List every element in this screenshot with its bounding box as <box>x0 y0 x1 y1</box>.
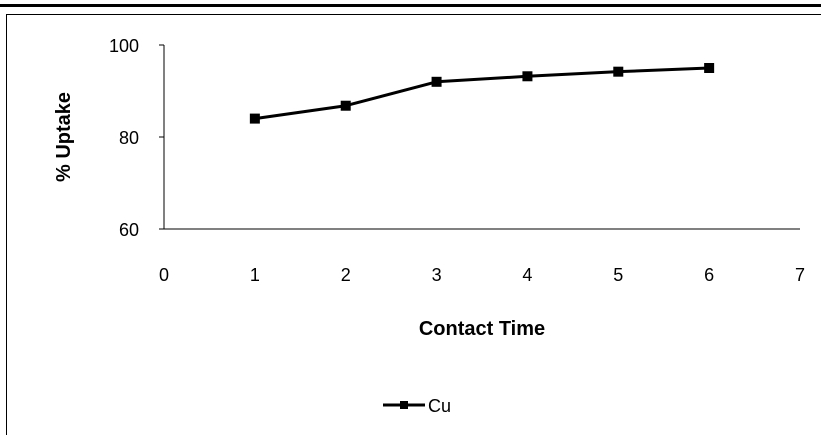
x-tick-label: 1 <box>250 265 260 285</box>
y-tick-labels: 60 80 100 <box>109 36 164 240</box>
data-point <box>522 71 533 82</box>
chart-frame-left <box>6 14 7 435</box>
x-tick-label: 2 <box>341 265 351 285</box>
series-line-cu <box>254 66 710 121</box>
y-tick-label: 100 <box>109 36 139 56</box>
legend-series-marker <box>400 401 408 409</box>
x-axis-label: Contact Time <box>419 318 545 340</box>
x-tick-label: 0 <box>159 265 169 285</box>
data-point <box>613 66 624 77</box>
x-tick-label: 5 <box>613 265 623 285</box>
x-tick-label: 3 <box>432 265 442 285</box>
x-tick-label: 6 <box>704 265 714 285</box>
legend: Cu <box>383 396 451 416</box>
data-point <box>704 63 715 73</box>
data-point <box>249 113 260 124</box>
x-tick-label: 7 <box>795 265 805 285</box>
x-tick-label: 4 <box>522 265 532 285</box>
data-point <box>340 100 351 111</box>
legend-series-label: Cu <box>428 396 451 416</box>
series-layer <box>249 63 715 124</box>
x-tick-labels: 0 1 2 3 4 5 6 7 <box>159 265 805 285</box>
data-point <box>431 76 442 87</box>
chart-frame-top <box>6 14 821 15</box>
y-tick-label: 80 <box>119 128 139 148</box>
y-tick-label: 60 <box>119 220 139 240</box>
y-axis-label: % Uptake <box>53 92 75 182</box>
top-rule <box>0 4 821 7</box>
